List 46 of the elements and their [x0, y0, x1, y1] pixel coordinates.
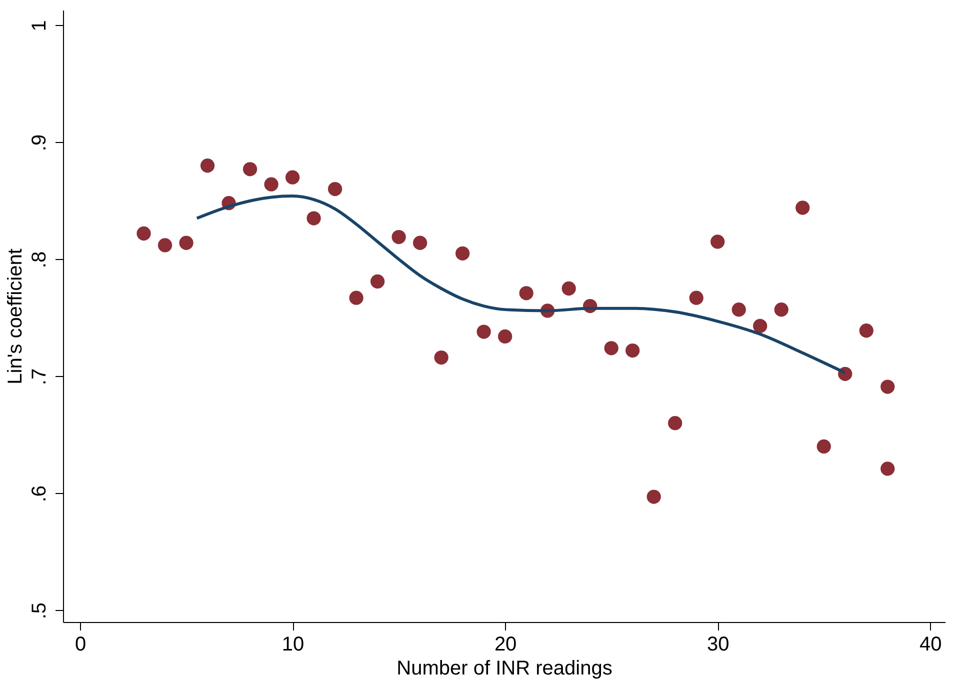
point — [796, 200, 810, 215]
point — [434, 350, 448, 365]
point — [498, 329, 512, 344]
x-tick-label: 20 — [494, 634, 517, 656]
point — [562, 281, 576, 296]
point — [626, 343, 640, 358]
point — [179, 236, 194, 250]
point — [689, 290, 704, 305]
point — [774, 302, 788, 317]
y-tick-label: .5 — [28, 602, 50, 620]
point — [732, 302, 746, 317]
point — [816, 439, 831, 454]
point — [668, 416, 682, 430]
y-tick-label: .8 — [28, 251, 50, 268]
point — [328, 182, 342, 196]
y-tick-label: .6 — [28, 485, 50, 502]
point — [753, 318, 768, 334]
point — [455, 246, 470, 260]
y-tick-label: 1 — [28, 20, 50, 32]
point — [646, 490, 661, 504]
x-tick-label: 0 — [74, 634, 86, 656]
point — [880, 380, 895, 394]
point — [136, 226, 151, 241]
point — [880, 462, 895, 476]
point — [349, 290, 364, 305]
y-tick-label: .9 — [28, 134, 50, 152]
x-tick-label: 40 — [920, 634, 942, 656]
x-tick-label: 30 — [706, 634, 730, 656]
point — [604, 341, 618, 356]
point — [519, 286, 534, 300]
point — [242, 162, 258, 176]
point — [710, 234, 725, 249]
point — [392, 230, 406, 244]
point — [200, 158, 215, 173]
point — [476, 324, 491, 339]
point — [306, 211, 321, 226]
x-tick-label: 10 — [282, 634, 304, 656]
point — [285, 170, 300, 184]
point — [370, 274, 385, 289]
y-axis-title: Lin's coefficient — [4, 248, 26, 384]
point — [158, 238, 172, 252]
x-axis-title: Number of INR readings — [396, 658, 612, 680]
point — [412, 236, 428, 250]
y-tick-label: .7 — [28, 368, 50, 386]
point — [859, 324, 874, 338]
point — [264, 177, 278, 192]
